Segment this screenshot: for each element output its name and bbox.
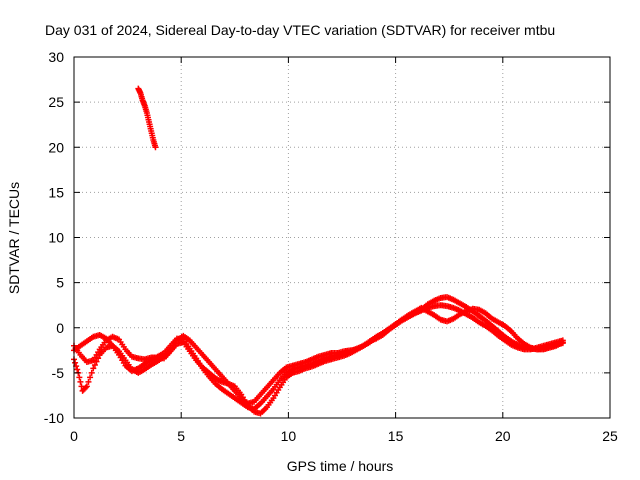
data-point (83, 383, 90, 390)
ticks: 0 5 10 15 20 25 -10 -5 0 5 10 15 20 25 30 (44, 49, 618, 444)
y-tick-label: 15 (48, 184, 64, 200)
grid (74, 57, 610, 418)
series-track-c (71, 304, 566, 407)
x-tick-label: 10 (281, 428, 297, 444)
y-tick-label: 0 (56, 320, 64, 336)
y-tick-label: -5 (52, 365, 65, 381)
y-tick-label: 30 (48, 49, 64, 65)
data-point-fill (76, 374, 83, 381)
x-tick-label: 20 (495, 428, 511, 444)
data-point (559, 339, 566, 346)
x-tick-label: 0 (70, 428, 78, 444)
x-axis-label: GPS time / hours (287, 458, 394, 474)
y-tick-label: 20 (48, 139, 64, 155)
y-tick-label: 25 (48, 94, 64, 110)
x-tick-label: 25 (602, 428, 618, 444)
data-point-fill (72, 359, 79, 366)
y-axis-label: SDTVAR / TECUs (6, 182, 22, 294)
y-tick-label: -10 (44, 410, 64, 426)
y-tick-label: 10 (48, 230, 64, 246)
data-point-fill (93, 358, 100, 365)
data-point-fill (87, 374, 94, 381)
data-points (71, 85, 566, 417)
x-tick-label: 15 (388, 428, 404, 444)
chart-title: Day 031 of 2024, Sidereal Day-to-day VTE… (45, 22, 555, 38)
data-point (152, 144, 159, 151)
data-point-fill (77, 378, 84, 385)
y-tick-label: 5 (56, 275, 64, 291)
data-point (90, 365, 97, 372)
data-point-fill (78, 383, 85, 390)
data-point-fill (91, 361, 98, 368)
data-point-fill (88, 369, 95, 376)
x-tick-label: 5 (177, 428, 185, 444)
data-point-fill (74, 366, 81, 373)
data-point-fill (82, 384, 89, 391)
data-point-fill (85, 378, 92, 385)
series-track-d (135, 85, 159, 151)
